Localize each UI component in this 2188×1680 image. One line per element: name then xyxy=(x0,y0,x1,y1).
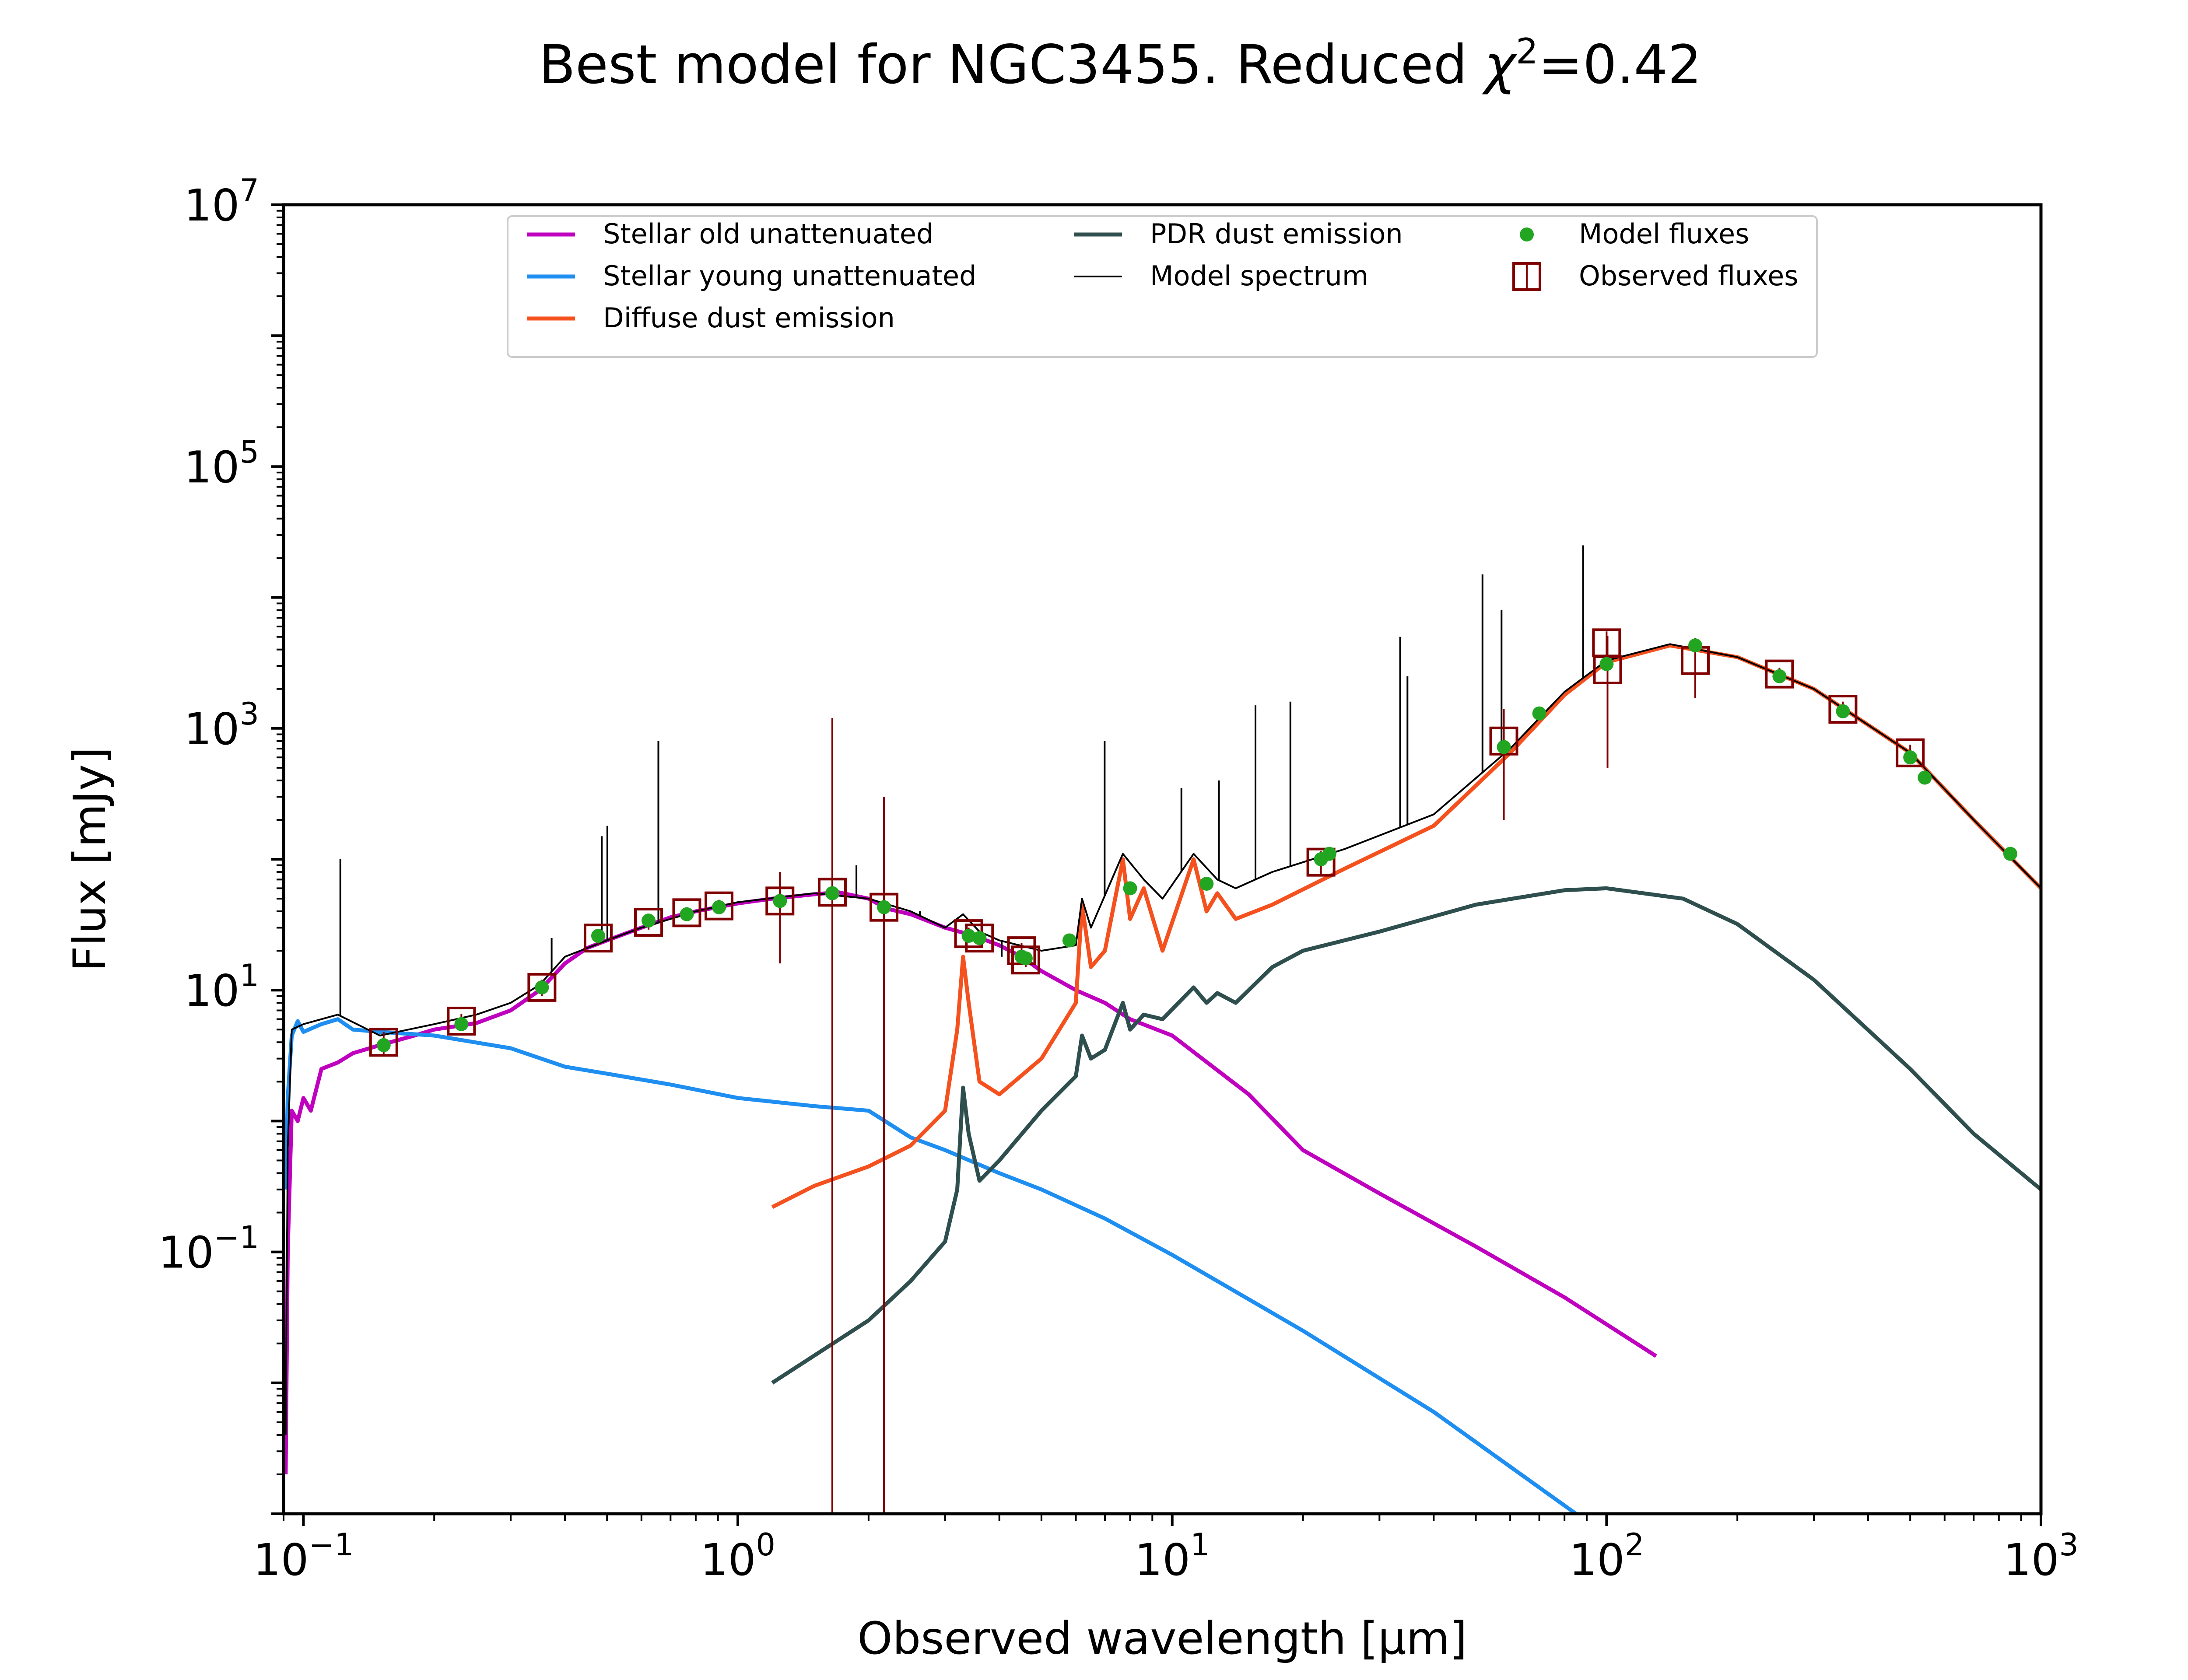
observed-flux-point xyxy=(817,718,847,1514)
model-flux-point xyxy=(2003,847,2017,861)
model-flux-point xyxy=(1688,638,1702,653)
legend-label: Observed fluxes xyxy=(1579,260,1799,292)
legend-entry-stellar-young-unattenuated: Stellar young unattenuated xyxy=(527,260,976,292)
legend: Stellar old unattenuated Stellar young un… xyxy=(507,215,1818,358)
model-flux-point xyxy=(1199,876,1214,891)
chart-title: Best model for NGC3455. Reduced χ2=0.42 xyxy=(539,31,1702,96)
model-flux-point xyxy=(642,914,656,928)
legend-box xyxy=(507,215,1818,358)
model-flux-point xyxy=(454,1017,469,1031)
observed-flux-marker xyxy=(1896,738,1925,767)
y-axis: 10−1 101 103 105 107 xyxy=(158,172,284,1515)
legend-label: Model spectrum xyxy=(1150,260,1368,292)
observed-flux-marker xyxy=(1489,726,1518,756)
model-flux-point xyxy=(680,907,694,921)
legend-label: Stellar old unattenuated xyxy=(603,218,933,250)
observed-flux-marker xyxy=(870,892,899,922)
observed-flux-marker xyxy=(634,908,663,937)
model-flux-point xyxy=(1772,669,1787,683)
model-flux-layer xyxy=(376,638,2017,1052)
legend-entry-model-fluxes: Model fluxes xyxy=(1520,218,1749,250)
x-tick-label: 10−1 xyxy=(253,1527,354,1586)
model-flux-point xyxy=(1497,740,1511,754)
observed-flux-marker xyxy=(1765,659,1794,689)
model-flux-point xyxy=(877,900,891,914)
legend-entry-stellar-old-unattenuated: Stellar old unattenuated xyxy=(527,218,933,250)
legend-label: Stellar young unattenuated xyxy=(603,260,976,292)
model-flux-point xyxy=(712,900,726,914)
y-tick-label: 105 xyxy=(184,434,259,493)
y-tick-label: 107 xyxy=(184,172,259,231)
observed-flux-marker xyxy=(817,878,847,907)
model-flux-point xyxy=(1123,881,1137,896)
series-stellar-old-unattenuated xyxy=(284,890,1657,1474)
series-diffuse-dust-emission xyxy=(771,643,2041,1209)
observed-flux-marker xyxy=(705,891,734,920)
model-flux-point xyxy=(1532,706,1546,721)
observed-layer xyxy=(369,628,1925,1514)
model-flux-point xyxy=(961,929,976,943)
model-flux-point xyxy=(1903,750,1918,765)
series-layer xyxy=(284,545,2041,1514)
observed-flux-point xyxy=(1489,709,1518,820)
legend-entry-pdr-dust-emission: PDR dust emission xyxy=(1074,218,1403,250)
observed-flux-marker xyxy=(527,973,557,1002)
model-flux-point xyxy=(591,929,605,943)
model-flux-point xyxy=(1062,933,1076,948)
legend-entry-diffuse-dust-emission: Diffuse dust emission xyxy=(527,302,895,334)
model-flux-point xyxy=(773,894,787,908)
model-flux-point xyxy=(535,980,549,994)
series-stellar-young-unattenuated xyxy=(284,1017,1577,1514)
y-tick-label: 103 xyxy=(184,696,259,755)
x-axis: 10−1 100 101 102 103 xyxy=(253,1514,2079,1586)
model-flux-point xyxy=(1018,951,1033,966)
model-flux-point xyxy=(1599,657,1614,671)
model-flux-point xyxy=(1322,847,1336,861)
y-tick-label: 101 xyxy=(184,958,259,1016)
y-axis-label: Flux [mJy] xyxy=(64,747,116,972)
observed-flux-marker xyxy=(765,886,795,916)
observed-flux-marker xyxy=(1828,695,1858,724)
x-tick-label: 103 xyxy=(2003,1527,2079,1586)
legend-label: PDR dust emission xyxy=(1150,218,1403,250)
model-flux-point xyxy=(1918,770,1932,785)
observed-flux-marker xyxy=(1593,655,1622,685)
observed-flux-marker xyxy=(672,898,701,928)
model-flux-point xyxy=(1836,704,1850,718)
observed-flux-marker xyxy=(1011,945,1040,975)
legend-label: Diffuse dust emission xyxy=(603,302,895,334)
series-pdr-dust-emission xyxy=(771,886,2041,1385)
x-tick-label: 102 xyxy=(1569,1527,1644,1586)
x-tick-label: 101 xyxy=(1135,1527,1210,1586)
observed-flux-point xyxy=(765,872,795,964)
x-axis-label: Observed wavelength [μm] xyxy=(857,1613,1467,1665)
model-flux-point xyxy=(972,931,987,945)
model-flux-point xyxy=(376,1038,391,1052)
legend-entry-observed-fluxes: Observed fluxes xyxy=(1512,260,1799,292)
observed-flux-marker xyxy=(369,1028,398,1057)
x-tick-label: 100 xyxy=(700,1527,775,1586)
y-tick-label: 10−1 xyxy=(158,1220,259,1278)
observed-flux-marker xyxy=(1306,847,1336,877)
legend-entry-model-spectrum: Model spectrum xyxy=(1074,260,1368,292)
legend-swatch xyxy=(1520,228,1534,242)
model-flux-point xyxy=(825,886,839,900)
legend-label: Model fluxes xyxy=(1579,218,1749,250)
observed-flux-marker xyxy=(447,1006,476,1036)
observed-flux-marker xyxy=(583,924,613,953)
observed-flux-point xyxy=(870,797,899,1514)
